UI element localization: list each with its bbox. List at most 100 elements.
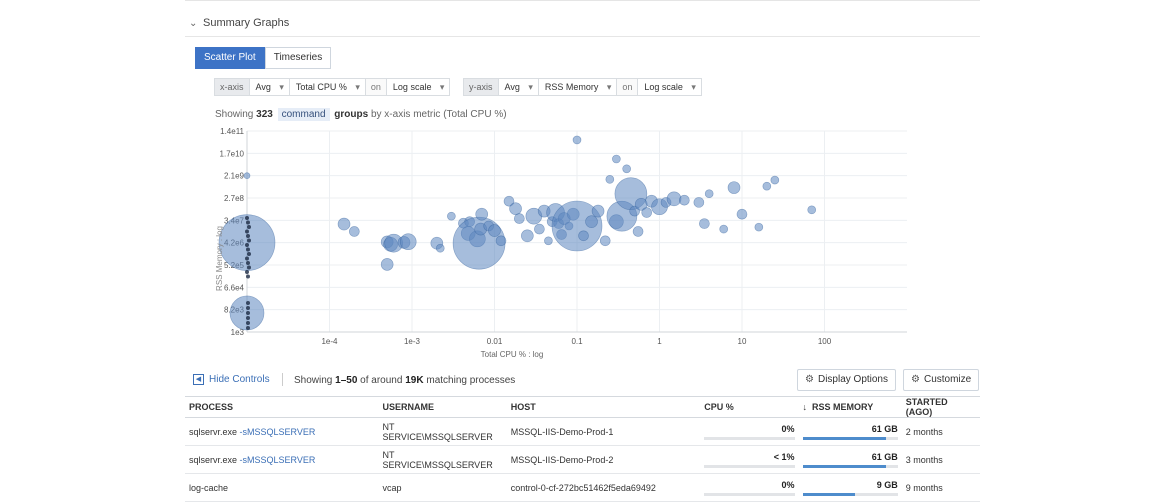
collapse-panel-icon: ◀ xyxy=(193,374,204,385)
y-tick-label: 2.7e8 xyxy=(224,194,245,203)
table-header-row: PROCESS USERNAME HOST CPU % ↓ RSS MEMORY… xyxy=(185,396,980,418)
y-axis-label: y-axis xyxy=(463,78,499,96)
tab-scatter-plot[interactable]: Scatter Plot xyxy=(195,47,265,69)
table-row[interactable]: sqlservr.exe -sMSSQLSERVER NT SERVICE\MSS… xyxy=(185,445,980,474)
rss-bar-track xyxy=(802,436,898,440)
y-axis-metric-select[interactable]: RSS Memory xyxy=(538,78,618,96)
scatter-point xyxy=(245,243,249,247)
graph-tabs: Scatter Plot Timeseries xyxy=(195,47,332,69)
match-range: 1–50 xyxy=(335,375,358,386)
divider xyxy=(282,373,283,386)
y-axis-agg-select[interactable]: Avg xyxy=(498,78,539,96)
scatter-point xyxy=(704,189,714,199)
cell-host: MSSQL-IIS-Demo-Prod-1 xyxy=(506,417,701,446)
scatter-point xyxy=(727,181,741,194)
summary-graphs-header[interactable]: ⌄ Summary Graphs xyxy=(185,10,980,37)
scatter-point xyxy=(807,205,817,215)
match-suffix: matching processes xyxy=(426,375,516,386)
top-divider xyxy=(185,0,980,3)
x-axis-agg-select[interactable]: Avg xyxy=(249,78,290,96)
cpu-value: < 1% xyxy=(773,451,795,462)
process-arg-link[interactable]: -sMSSQLSERVER xyxy=(239,454,316,465)
process-arg-link[interactable]: -sMSSQLSERVER xyxy=(239,426,316,437)
col-cpu[interactable]: CPU % xyxy=(700,396,799,418)
group-by-tag[interactable]: command xyxy=(277,108,330,121)
display-options-label: Display Options xyxy=(817,374,888,385)
scatter-point xyxy=(246,301,250,305)
x-axis-scale-select[interactable]: Log scale xyxy=(386,78,451,96)
cell-rss: 61 GB xyxy=(798,445,902,474)
scatter-point xyxy=(246,274,250,279)
match-total: 19K xyxy=(405,375,424,386)
customize-button[interactable]: ⚙ Customize xyxy=(903,369,980,391)
scatter-point xyxy=(641,207,653,218)
scatter-point xyxy=(475,207,489,221)
col-process[interactable]: PROCESS xyxy=(185,396,379,418)
rss-bar-track xyxy=(802,464,898,468)
x-axis-metric-select[interactable]: Total CPU % xyxy=(289,78,366,96)
scatter-point xyxy=(551,200,603,252)
scatter-point xyxy=(247,252,251,256)
cpu-bar-track xyxy=(704,464,795,468)
scatter-point xyxy=(399,233,417,250)
scatter-point xyxy=(246,220,250,225)
rss-value: 61 GB xyxy=(871,451,898,462)
scatter-plot[interactable]: 1e-4 1e-3 0.01 0.1 1 10 100 1.4e11 1.7e10 2.1e9 2.… xyxy=(215,125,915,360)
scatter-point xyxy=(572,135,582,145)
hide-controls-button[interactable]: ◀ Hide Controls xyxy=(193,374,270,385)
showing-groups-text: Showing 323 command groups by x-axis met… xyxy=(215,108,507,121)
scatter-point xyxy=(246,321,250,325)
x-tick-label: 0.1 xyxy=(571,337,583,346)
cell-cpu: 0% xyxy=(700,473,799,502)
rss-bar-fill xyxy=(802,464,887,468)
cell-process: sqlservr.exe -sMSSQLSERVER xyxy=(185,417,379,446)
showing-suffix: by x-axis metric (Total CPU %) xyxy=(370,109,507,120)
x-axis-label: x-axis xyxy=(214,78,250,96)
cpu-bar-track xyxy=(704,492,795,496)
cell-cpu: < 1% xyxy=(700,445,799,474)
col-rss-memory-label: RSS MEMORY xyxy=(812,402,874,412)
match-prefix: Showing xyxy=(294,375,333,386)
scatter-point xyxy=(693,197,705,208)
groups-word: groups xyxy=(334,109,369,120)
cell-username: NT SERVICE\MSSQLSERVER xyxy=(378,445,507,474)
scatter-point xyxy=(632,226,644,237)
scatter-point xyxy=(337,217,351,231)
showing-prefix: Showing xyxy=(215,109,254,120)
scatter-point xyxy=(246,311,250,315)
rss-value: 61 GB xyxy=(871,423,898,434)
table-row[interactable]: log-cache vcap control-0-cf-272bc51462f5e… xyxy=(185,473,980,502)
section-title: Summary Graphs xyxy=(203,17,290,29)
gear-icon: ⚙ xyxy=(805,374,814,385)
y-tick-label: 1e3 xyxy=(231,328,245,337)
scatter-point xyxy=(605,175,615,184)
rss-bar-fill xyxy=(802,436,887,440)
group-count: 323 xyxy=(256,109,273,120)
col-username[interactable]: USERNAME xyxy=(378,396,507,418)
scatter-point xyxy=(247,265,251,270)
table-row[interactable]: sqlservr.exe -sMSSQLSERVER NT SERVICE\MSS… xyxy=(185,417,980,446)
x-tick-label: 100 xyxy=(818,337,832,346)
scatter-point xyxy=(380,258,394,271)
scatter-point xyxy=(585,215,598,228)
col-host[interactable]: HOST xyxy=(506,396,701,418)
cell-username: NT SERVICE\MSSQLSERVER xyxy=(378,417,507,446)
tab-timeseries[interactable]: Timeseries xyxy=(264,47,332,69)
scatter-point xyxy=(762,181,772,191)
match-mid: of around xyxy=(360,375,403,386)
col-started[interactable]: STARTED (AGO) xyxy=(901,396,980,418)
y-axis-scale-select[interactable]: Log scale xyxy=(638,78,702,96)
scatter-point xyxy=(246,326,250,330)
rss-bar-fill xyxy=(802,492,855,496)
scatter-point xyxy=(246,234,250,238)
process-table: PROCESS USERNAME HOST CPU % ↓ RSS MEMORY… xyxy=(185,396,980,502)
hide-controls-label: Hide Controls xyxy=(209,374,270,385)
y-axis-title: RSS Memory : log xyxy=(215,226,224,291)
scatter-point xyxy=(246,306,250,310)
y-tick-label: 1.7e10 xyxy=(220,149,245,158)
display-options-button[interactable]: ⚙ Display Options xyxy=(797,369,896,391)
col-rss-memory[interactable]: ↓ RSS MEMORY xyxy=(798,396,902,418)
y-axis-controls: y-axis Avg RSS Memory on Log scale xyxy=(463,78,702,96)
process-name: log-cache xyxy=(189,482,229,493)
scatter-point xyxy=(578,230,589,242)
